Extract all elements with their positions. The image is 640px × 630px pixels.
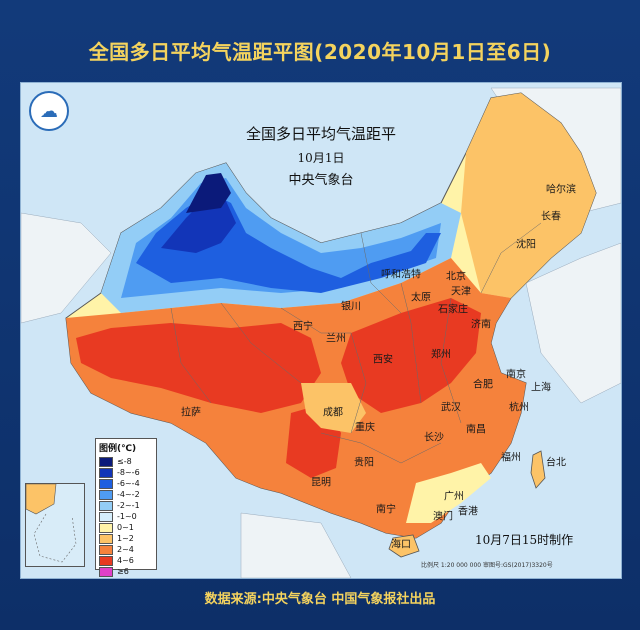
- map-canvas: [21, 83, 621, 578]
- hainan-island: [388, 534, 420, 558]
- legend-item: 1~2: [99, 533, 153, 544]
- cma-logo-icon: ☁: [29, 91, 69, 131]
- legend-item: -1~0: [99, 511, 153, 522]
- city-label: 太原: [411, 292, 431, 304]
- city-label: 南京: [506, 369, 526, 381]
- city-label: 沈阳: [516, 239, 536, 251]
- footer-source: 数据来源:中央气象台 中国气象报社出品: [204, 592, 436, 607]
- legend-item: ≥6: [99, 566, 153, 577]
- city-label: 昆明: [311, 477, 331, 489]
- legend-swatch: [99, 500, 113, 511]
- city-label: 济南: [471, 319, 491, 331]
- legend-item: 2~4: [99, 544, 153, 555]
- anomaly-yellow-southcoast: [406, 463, 491, 523]
- map-date: 10月1日: [297, 151, 345, 165]
- legend-label: 1~2: [117, 534, 134, 543]
- legend-item: -2~-1: [99, 500, 153, 511]
- city-label: 长春: [541, 211, 561, 223]
- city-label: 天津: [451, 286, 471, 298]
- inset-map: [25, 483, 77, 563]
- legend-swatch: [99, 456, 113, 467]
- anomaly-orange-northeast: [461, 93, 596, 298]
- city-label: 合肥: [473, 379, 493, 391]
- legend-swatch: [99, 467, 113, 478]
- city-label: 杭州: [509, 402, 529, 414]
- legend-swatch: [99, 566, 113, 577]
- anomaly-dark-blue: [161, 198, 236, 253]
- inset-nine-dash: [33, 513, 77, 563]
- city-label: 南宁: [376, 504, 396, 516]
- city-label: 南昌: [466, 424, 486, 436]
- city-label: 西宁: [293, 321, 313, 333]
- city-label: 银川: [341, 301, 361, 313]
- city-label: 澳门: [433, 511, 453, 523]
- legend-item: 0~1: [99, 522, 153, 533]
- south-china-sea-inset: [25, 483, 85, 567]
- legend-swatch: [99, 489, 113, 500]
- taiwan-island: [530, 450, 546, 489]
- province-borders: [170, 222, 542, 464]
- legend-rows: ≤-8 -8~-6 -6~-4 -4~-2 -2~-1 -1~0 0~1 1~2 2~4 4~6 ≥…: [99, 456, 153, 577]
- legend-item: -8~-6: [99, 467, 153, 478]
- city-label: 武汉: [441, 402, 461, 414]
- city-label: 西安: [373, 354, 393, 366]
- legend-label: -8~-6: [117, 468, 140, 477]
- legend-label: -6~-4: [117, 479, 140, 488]
- legend-label: 2~4: [117, 545, 134, 554]
- neighbor-land-west: [21, 212, 112, 324]
- scale-note: 比例尺 1:20 000 000 审图号:GS(2017)3320号: [421, 562, 553, 569]
- neighbor-land-korea-japan: [525, 242, 621, 404]
- city-label: 呼和浩特: [381, 269, 421, 281]
- city-label: 长沙: [424, 432, 444, 444]
- city-label: 上海: [531, 382, 551, 394]
- legend-label: ≤-8: [117, 457, 132, 466]
- city-label: 哈尔滨: [546, 184, 576, 196]
- city-label: 海口: [391, 539, 411, 551]
- anomaly-darkest-blue: [186, 173, 231, 213]
- city-label: 重庆: [355, 422, 375, 434]
- legend-item: ≤-8: [99, 456, 153, 467]
- legend-swatch: [99, 478, 113, 489]
- anomaly-red-central: [341, 298, 481, 413]
- city-label: 台北: [546, 457, 566, 469]
- inset-mainland: [25, 483, 57, 515]
- legend-label: 4~6: [117, 556, 134, 565]
- legend-swatch: [99, 533, 113, 544]
- legend-label: -4~-2: [117, 490, 140, 499]
- legend-swatch: [99, 555, 113, 566]
- legend-label: 0~1: [117, 523, 134, 532]
- legend-swatch: [99, 511, 113, 522]
- legend-title: 图例(℃): [99, 444, 137, 454]
- temperature-anomaly-map: ☁ 全国多日平均气温距平 10月1日 中央气象台 哈尔滨长春沈阳呼和浩特 北京天津…: [20, 82, 622, 579]
- map-heading: 全国多日平均气温距平: [245, 125, 396, 143]
- city-label: 福州: [501, 452, 521, 464]
- city-label: 拉萨: [181, 407, 201, 419]
- city-label: 广州: [444, 491, 464, 503]
- city-label: 郑州: [431, 349, 451, 361]
- neighbor-land-south: [240, 512, 352, 578]
- city-label: 贵阳: [354, 457, 374, 469]
- legend-swatch: [99, 544, 113, 555]
- map-agency: 中央气象台: [288, 173, 354, 188]
- legend-label: -2~-1: [117, 501, 140, 510]
- legend-item: 4~6: [99, 555, 153, 566]
- anomaly-red-tibet: [76, 323, 321, 413]
- production-time-note: 10月7日15时制作: [475, 533, 574, 547]
- legend-label: -1~0: [117, 512, 137, 521]
- legend-swatch: [99, 522, 113, 533]
- city-label: 北京: [446, 271, 466, 283]
- anomaly-orange-sichuan: [301, 383, 366, 433]
- city-label: 成都: [323, 407, 343, 419]
- legend-item: -4~-2: [99, 489, 153, 500]
- banner-title: 全国多日平均气温距平图(2020年10月1日至6日): [88, 40, 552, 64]
- legend-item: -6~-4: [99, 478, 153, 489]
- city-label: 兰州: [326, 333, 346, 345]
- city-label: 石家庄: [438, 304, 468, 316]
- city-label: 香港: [458, 506, 478, 518]
- legend-label: ≥6: [117, 567, 129, 576]
- map-legend: 图例(℃) ≤-8 -8~-6 -6~-4 -4~-2 -2~-1 -1~0 0~1 1~2 2…: [95, 438, 157, 577]
